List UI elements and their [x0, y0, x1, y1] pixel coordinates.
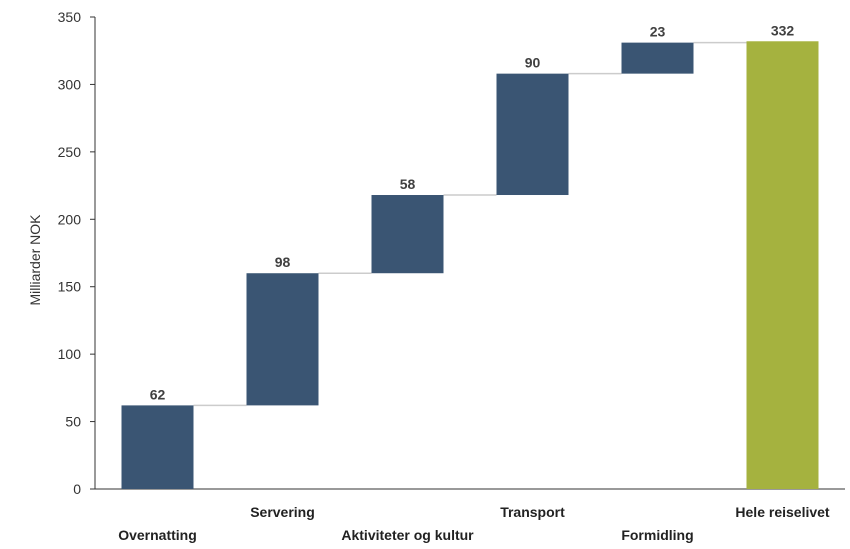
category-label: Formidling: [621, 527, 693, 543]
increment-bar: [621, 42, 694, 74]
value-label: 332: [771, 22, 795, 38]
increment-bar: [246, 273, 319, 406]
y-tick-labels: 0 50 100 150 200 250 300 350: [58, 9, 82, 497]
category-label: Overnatting: [118, 527, 197, 543]
increment-bar: [371, 195, 444, 274]
category-label: Hele reiselivet: [735, 504, 830, 520]
y-tick-label: 50: [65, 414, 81, 430]
y-axis-title: Milliarder NOK: [27, 214, 43, 306]
y-tick-label: 150: [58, 279, 82, 295]
value-label: 62: [150, 386, 166, 402]
value-label: 90: [525, 55, 541, 71]
category-label: Aktiviteter og kultur: [341, 527, 474, 543]
category-label: Servering: [250, 504, 315, 520]
value-labels: 62 98 58 90 23 332: [150, 22, 795, 402]
y-tick-label: 300: [58, 76, 82, 92]
value-label: 23: [650, 24, 666, 40]
y-tick-label: 200: [58, 211, 82, 227]
increment-bar: [121, 405, 194, 489]
bars: [121, 41, 819, 489]
value-label: 58: [400, 176, 416, 192]
axes: [90, 16, 845, 490]
category-labels: Overnatting Servering Aktiviteter og kultu…: [118, 504, 830, 543]
connector-lines: [193, 41, 747, 407]
value-label: 98: [275, 254, 291, 270]
y-tick-label: 250: [58, 144, 82, 160]
y-tick-label: 100: [58, 346, 82, 362]
y-axis-title-group: Milliarder NOK: [27, 214, 43, 306]
increment-bar: [496, 73, 569, 196]
total-bar: [746, 41, 819, 489]
category-label: Transport: [500, 504, 565, 520]
y-tick-label: 350: [58, 9, 82, 25]
y-tick-label: 0: [73, 481, 81, 497]
